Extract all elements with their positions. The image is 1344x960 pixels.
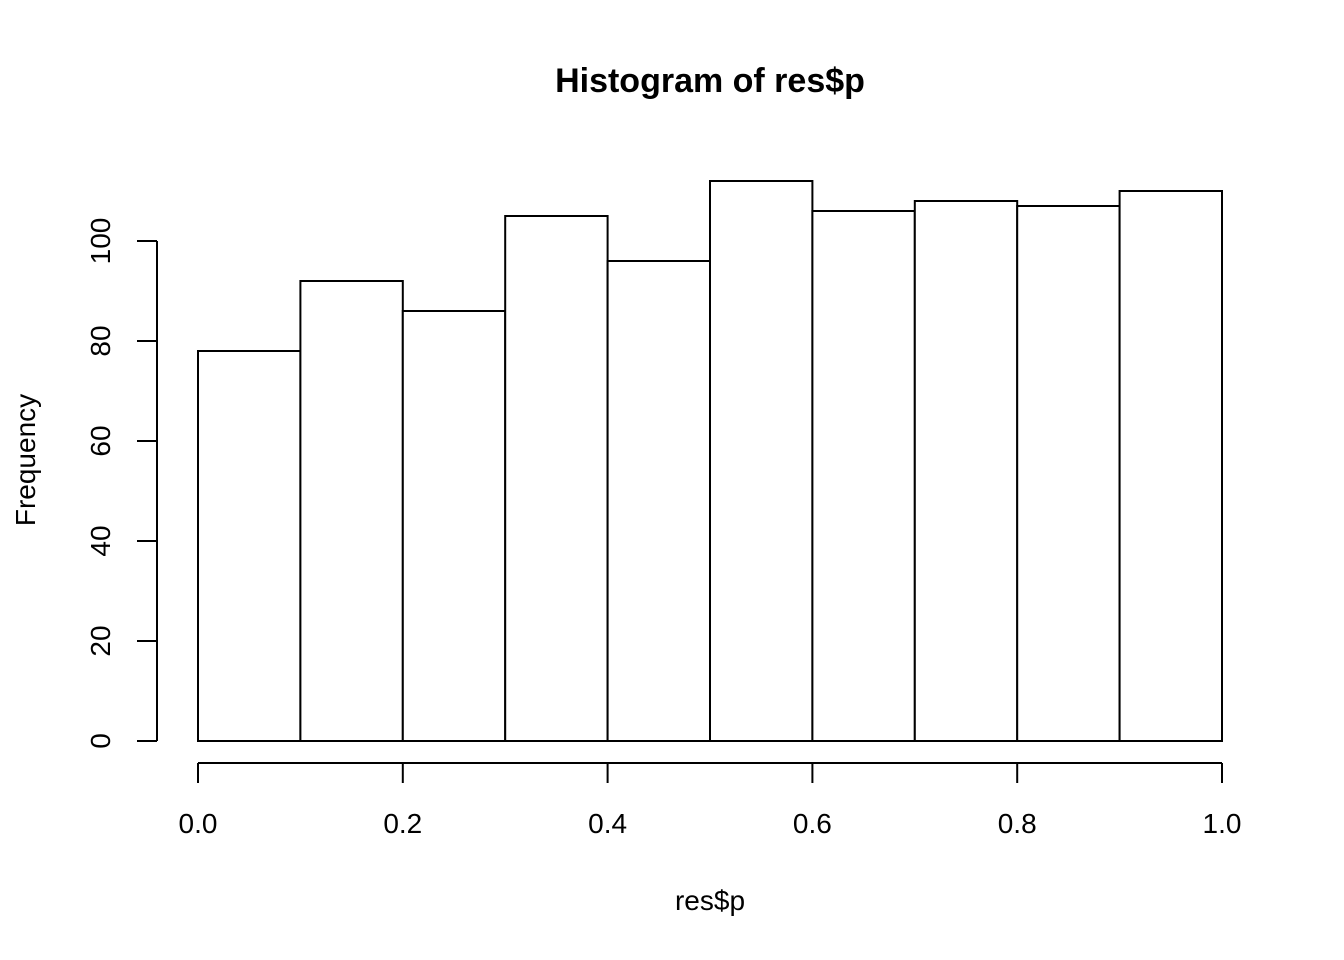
histogram-bar-2 [401,310,507,742]
histogram-bar-0 [197,350,302,742]
x-tick-label-1: 0.2 [383,808,422,839]
y-tick-label-0: 0 [85,733,116,749]
y-tick-label-5: 100 [85,218,116,265]
y-tick-label-3: 60 [85,425,116,456]
histogram-bar-6 [811,210,916,742]
histogram-bars [197,180,1223,742]
y-axis: 0 20 40 60 80 100 [85,218,158,749]
histogram-bar-7 [913,200,1019,742]
y-tick-label-1: 20 [85,625,116,656]
x-tick-label-3: 0.6 [793,808,832,839]
histogram-bar-8 [1016,205,1121,742]
histogram-bar-1 [299,280,404,742]
histogram-bar-3 [504,215,609,742]
x-tick-label-5: 1.0 [1203,808,1242,839]
x-tick-label-2: 0.4 [588,808,627,839]
chart-title: Histogram of res$p [555,62,865,100]
x-axis-label: res$p [675,885,745,916]
x-tick-label-4: 0.8 [998,808,1037,839]
x-tick-label-0: 0.0 [179,808,218,839]
histogram-bar-4 [606,260,711,742]
x-axis: 0.0 0.2 0.4 0.6 0.8 1.0 [179,762,1242,839]
histogram-bar-5 [709,180,814,742]
y-tick-label-2: 40 [85,525,116,556]
y-axis-label: Frequency [10,394,41,526]
y-tick-label-4: 80 [85,325,116,356]
histogram-bar-9 [1118,190,1223,742]
